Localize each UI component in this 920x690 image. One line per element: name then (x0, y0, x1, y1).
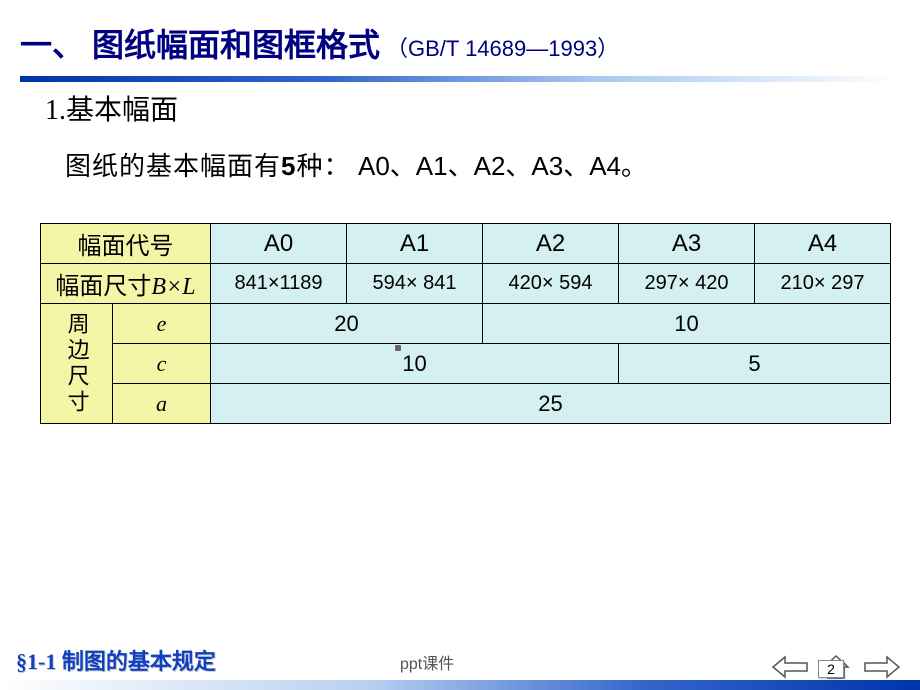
chapter-label: §1-1 制图的基本规定 (16, 644, 216, 676)
table-cell: 10 (483, 304, 891, 344)
table-header-cell: A3 (619, 224, 755, 264)
format-codes: A0、A1、A2、A3、A4 (358, 151, 621, 181)
format-table: 幅面代号A0A1A2A3A4 幅面尺寸B×L841×1189594× 841420… (40, 223, 888, 424)
arrow-right-icon (863, 655, 901, 679)
next-button[interactable] (862, 654, 902, 680)
table-cell: 25 (211, 384, 891, 424)
table-cell: 5 (619, 344, 891, 384)
slide-footer: §1-1 制图的基本规定 ppt课件 2 (0, 645, 920, 690)
table-cell: 594× 841 (347, 264, 483, 304)
ppt-label: ppt课件 (400, 650, 454, 674)
page-number-text: 2 (827, 661, 835, 677)
table-header-cell: A1 (347, 224, 483, 264)
prev-button[interactable] (770, 654, 810, 680)
page-number: 2 (818, 660, 844, 678)
home-button[interactable]: 2 (816, 654, 856, 680)
table-cell: 210× 297 (755, 264, 891, 304)
title-line: 一、 图纸幅面和图框格式 （GB/T 14689—1993） (20, 20, 900, 66)
row-label-format-size: 幅面尺寸B×L (41, 264, 211, 304)
intro-mid: 种： (296, 152, 358, 181)
intro-line: 图纸的基本幅面有5种： A0、A1、A2、A3、A4。 (65, 146, 890, 183)
table-cell: 297× 420 (619, 264, 755, 304)
table-cell: 10 (211, 344, 619, 384)
subheading: 1.基本幅面 (45, 88, 890, 128)
row-label-margin: 周边尺寸 (41, 304, 113, 424)
arrow-left-icon (771, 655, 809, 679)
header-gradient-bar (20, 76, 900, 82)
row-label-format-code: 幅面代号 (41, 224, 211, 264)
table-cell: 420× 594 (483, 264, 619, 304)
footer-gradient-bar (0, 680, 920, 690)
table-header-cell: A4 (755, 224, 891, 264)
title-main: 一、 图纸幅面和图框格式 (20, 20, 380, 66)
intro-count: 5 (281, 151, 296, 181)
intro-prefix: 图纸的基本幅面有 (65, 152, 281, 181)
slide-header: 一、 图纸幅面和图框格式 （GB/T 14689—1993） (20, 20, 900, 82)
paper-size-table: 幅面代号A0A1A2A3A4 幅面尺寸B×L841×1189594× 841420… (40, 223, 891, 424)
margin-var-a: a (113, 384, 211, 424)
table-cell: 841×1189 (211, 264, 347, 304)
center-dot (395, 345, 401, 351)
nav-controls: 2 (770, 654, 902, 680)
intro-suffix: 。 (621, 152, 648, 181)
margin-var-c: c (113, 344, 211, 384)
table-header-cell: A0 (211, 224, 347, 264)
table-cell: 20 (211, 304, 483, 344)
table-header-cell: A2 (483, 224, 619, 264)
slide-content: 1.基本幅面 图纸的基本幅面有5种： A0、A1、A2、A3、A4。 幅面代号A… (45, 88, 890, 424)
title-standard-ref: （GB/T 14689—1993） (386, 31, 619, 63)
margin-var-e: e (113, 304, 211, 344)
